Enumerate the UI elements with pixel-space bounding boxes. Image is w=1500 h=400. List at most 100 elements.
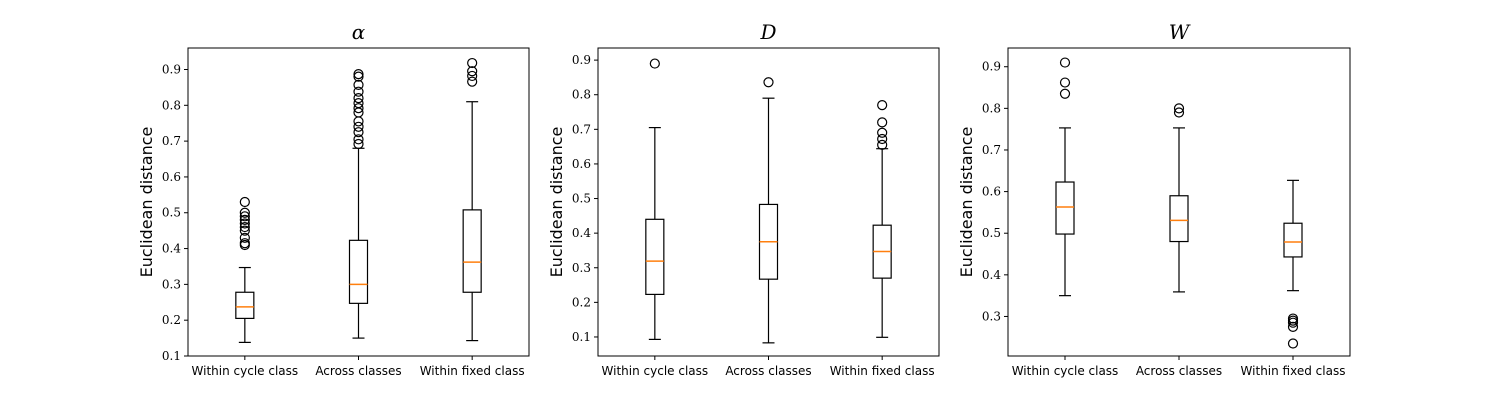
outlier-point: [1059, 77, 1071, 88]
x-tick-label: Across classes: [315, 364, 401, 378]
outlier-point: [353, 127, 364, 138]
box-iqr: [348, 239, 369, 304]
box-iqr: [462, 209, 482, 293]
outlier-point: [353, 71, 364, 82]
y-tick-label: 0.8: [162, 98, 181, 112]
x-tick-label: Within cycle class: [602, 364, 709, 378]
outlier-point: [763, 77, 774, 88]
y-tick-label: 0.3: [572, 261, 591, 275]
y-tick-label: 0.1: [572, 330, 591, 344]
x-tick-label: Within fixed class: [830, 364, 935, 378]
y-tick-label: 0.8: [572, 88, 591, 102]
y-tick-label: 0.6: [572, 157, 591, 171]
x-tick-label: Within cycle class: [1012, 364, 1119, 378]
box-3: [462, 57, 482, 342]
y-tick-label: 0.7: [982, 143, 1001, 157]
y-axis-label: Euclidean distance: [957, 127, 976, 278]
outlier-point: [467, 70, 478, 82]
chart-title: α: [352, 20, 366, 44]
outlier-point: [353, 116, 364, 127]
outlier-point: [877, 100, 888, 111]
box-1: [1055, 57, 1075, 297]
y-tick-label: 0.4: [982, 268, 1001, 282]
outlier-point: [1173, 107, 1185, 118]
y-tick-label: 0.4: [162, 242, 181, 256]
box-2: [1169, 103, 1189, 293]
box-2: [348, 69, 369, 339]
outlier-point: [353, 86, 364, 97]
chart-panel-3: W Euclidean distance 0.3 0.4 0.5 0.6 0.7 0.8 0.9…: [957, 20, 1351, 378]
outlier-point: [1287, 338, 1299, 349]
chart-panel-1: α Euclidean distance 0.1 0.2 0.3 0.4 0.5 0.6 0.7…: [137, 20, 530, 378]
x-tick-label: Within cycle class: [192, 364, 299, 378]
outlier-point: [877, 127, 888, 138]
y-tick-label: 0.6: [162, 170, 181, 184]
box-1: [235, 196, 255, 343]
outlier-point: [1059, 57, 1071, 68]
outlier-point: [1287, 321, 1299, 332]
outlier-point: [353, 93, 364, 104]
y-tick-label: 0.3: [162, 277, 181, 291]
box-iqr: [1283, 222, 1303, 258]
y-tick-label: 0.2: [572, 295, 591, 309]
outlier-point: [353, 69, 364, 80]
outlier-point: [239, 211, 250, 222]
box-3: [872, 100, 892, 338]
outlier-point: [239, 196, 250, 208]
outlier-point: [239, 221, 250, 233]
y-tick-label: 0.5: [572, 192, 591, 206]
y-tick-label: 0.8: [982, 101, 1001, 115]
outlier-point: [239, 238, 250, 249]
outlier-point: [1059, 88, 1071, 99]
outlier-point: [239, 207, 250, 218]
outlier-point: [353, 134, 364, 145]
y-tick-label: 0.7: [572, 122, 591, 136]
chart-title: W: [1169, 20, 1191, 44]
outlier-point: [353, 98, 364, 109]
outlier-point: [467, 66, 478, 77]
y-tick-label: 0.9: [572, 53, 591, 67]
y-tick-label: 0.1: [162, 349, 181, 363]
outlier-point: [239, 218, 250, 229]
outlier-point: [239, 225, 250, 236]
x-tick-label: Within fixed class: [420, 364, 525, 378]
y-tick-label: 0.6: [982, 185, 1001, 199]
outlier-point: [649, 58, 660, 69]
x-tick-label: Within fixed class: [1241, 364, 1346, 378]
outlier-point: [877, 133, 888, 145]
y-tick-label: 0.7: [162, 134, 181, 148]
plot-frame: [187, 47, 530, 357]
plot-frame: [1007, 47, 1351, 357]
outlier-point: [1173, 103, 1185, 114]
outlier-point: [1287, 313, 1299, 324]
box-iqr: [235, 291, 255, 319]
outlier-point: [353, 121, 364, 132]
box-iqr: [645, 218, 665, 296]
chart-panel-2: D Euclidean distance 0.1 0.2 0.3 0.4 0.5 0.6 0.7…: [547, 20, 940, 378]
y-tick-label: 0.9: [982, 60, 1001, 74]
box-3: [1283, 179, 1303, 349]
y-axis-label: Euclidean distance: [547, 127, 566, 278]
y-tick-label: 0.9: [162, 62, 181, 76]
x-tick-label: Across classes: [1136, 364, 1222, 378]
box-iqr: [1169, 195, 1189, 243]
y-tick-label: 0.5: [982, 226, 1001, 240]
chart-title: D: [759, 20, 776, 44]
y-tick-label: 0.4: [572, 226, 591, 240]
y-tick-label: 0.2: [162, 313, 181, 327]
outlier-point: [877, 139, 888, 150]
outlier-point: [877, 117, 888, 128]
outlier-point: [1287, 315, 1299, 326]
outlier-point: [353, 138, 364, 150]
outlier-point: [353, 79, 364, 90]
box-1: [645, 58, 665, 340]
outlier-point: [239, 232, 250, 243]
y-axis-label: Euclidean distance: [137, 127, 156, 278]
outlier-point: [239, 214, 250, 226]
box-iqr: [1055, 181, 1075, 235]
plot-frame: [597, 47, 940, 357]
y-tick-label: 0.5: [162, 206, 181, 220]
outlier-point: [467, 76, 478, 87]
y-tick-label: 0.3: [982, 309, 1001, 323]
